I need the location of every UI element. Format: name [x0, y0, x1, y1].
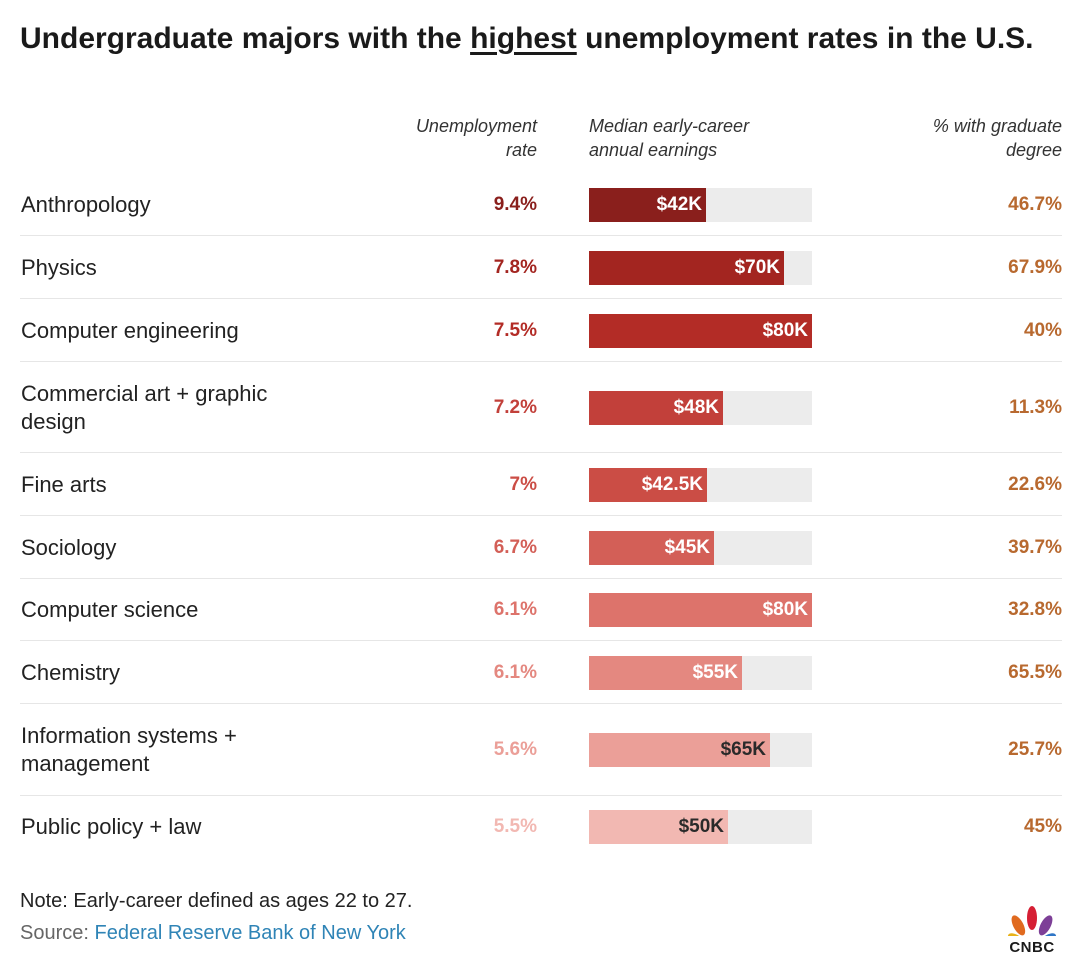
earnings-bar: $55K — [589, 655, 742, 690]
header-graduate-degree: % with graduate degree — [860, 114, 1062, 162]
earnings-bar: $45K — [589, 530, 714, 565]
graduate-degree-value: 67.9% — [1008, 256, 1062, 278]
row-divider — [20, 298, 1062, 299]
earnings-bar-track: $80K — [589, 593, 812, 627]
graduate-degree-value: 32.8% — [1008, 599, 1062, 620]
unemployment-rate-value: 7.5% — [493, 319, 537, 341]
earnings-bar-label: $50K — [678, 816, 724, 837]
major-label: Information systems + management — [21, 723, 237, 776]
unemployment-rate-value: 7% — [509, 473, 537, 495]
earnings-bar-label: $42K — [656, 194, 702, 215]
table-row: Computer engineering 7.5% $80K 40% — [20, 299, 1062, 362]
earnings-bar-label: $70K — [734, 256, 780, 278]
major-label: Fine arts — [21, 471, 107, 497]
unemployment-rate-value: 5.6% — [493, 739, 537, 760]
table-row: Information systems + management 5.6% $65K… — [20, 704, 1062, 796]
table-row: Chemistry 6.1% $55K 65.5% — [20, 641, 1062, 704]
source-link[interactable]: Federal Reserve Bank of New York — [94, 922, 406, 944]
graduate-degree-value: 40% — [1023, 319, 1062, 341]
earnings-bar: $50K — [589, 810, 728, 844]
table-row: Fine arts 7% $42.5K 22.6% — [20, 453, 1062, 516]
major-label: Anthropology — [21, 192, 151, 217]
earnings-bar-label: $48K — [673, 396, 719, 418]
graduate-degree-value: 45% — [1023, 816, 1062, 837]
table-row: Computer science 6.1% $80K 32.8% — [20, 579, 1062, 641]
header-earnings-line-2: annual earnings — [589, 140, 718, 160]
earnings-bar-track: $55K — [589, 655, 812, 690]
row-divider — [20, 452, 1062, 453]
earnings-bar-track: $65K — [589, 733, 812, 767]
chart-title: Undergraduate majors with the highest un… — [20, 22, 1070, 56]
footnote: Note: Early-career defined as ages 22 to… — [20, 890, 413, 912]
earnings-bar-track: $45K — [589, 530, 812, 565]
major-label: Sociology — [21, 534, 117, 560]
unemployment-rate-value: 5.5% — [493, 816, 537, 837]
graduate-degree-value: 46.7% — [1008, 194, 1062, 215]
unemployment-rate-value: 6.7% — [493, 536, 537, 558]
earnings-bar-track: $50K — [589, 810, 812, 844]
major-label: Computer science — [21, 597, 199, 622]
earnings-bar-label: $42.5K — [641, 473, 703, 495]
cnbc-logo: CNBC — [1004, 906, 1060, 956]
earnings-bar-track: $42.5K — [589, 467, 812, 502]
earnings-bar: $65K — [589, 733, 770, 767]
row-divider — [20, 361, 1062, 362]
earnings-bar: $80K — [589, 593, 812, 627]
graduate-degree-value: 22.6% — [1008, 473, 1062, 495]
header-grad-line-1: % with graduate — [932, 116, 1062, 136]
unemployment-rate-value: 6.1% — [493, 599, 537, 620]
graduate-degree-value: 25.7% — [1008, 739, 1062, 760]
row-divider — [20, 235, 1062, 236]
major-label: Chemistry — [21, 659, 121, 685]
table-row: Commercial art + graphic design 7.2% $48K 1… — [20, 362, 1062, 453]
earnings-bar-label: $45K — [664, 536, 710, 558]
earnings-bar-label: $55K — [692, 661, 738, 683]
unemployment-rate-value: 7.8% — [493, 256, 537, 278]
row-divider — [20, 795, 1062, 796]
earnings-bar-track: $42K — [589, 188, 812, 222]
earnings-bar-label: $80K — [762, 319, 808, 341]
row-divider — [20, 703, 1062, 704]
major-label: Commercial art + graphic design — [21, 380, 268, 434]
earnings-bar-track: $48K — [589, 390, 812, 425]
earnings-bar: $70K — [589, 250, 784, 285]
unemployment-rate-value: 7.2% — [493, 396, 537, 418]
header-grad-line-2: degree — [1005, 140, 1062, 160]
title-text-after: unemployment rates in the U.S. — [576, 22, 1034, 55]
source-line: Source: Federal Reserve Bank of New York — [20, 922, 406, 945]
earnings-bar-track: $80K — [589, 313, 812, 348]
title-text-before: Undergraduate majors with the — [20, 22, 471, 55]
earnings-bar-label: $80K — [762, 599, 808, 620]
header-rate-line-1: Unemployment — [415, 116, 537, 136]
earnings-bar: $42.5K — [589, 467, 707, 502]
table-row: Public policy + law 5.5% $50K 45% — [20, 796, 1062, 858]
major-label: Public policy + law — [21, 814, 202, 839]
table-row: Physics 7.8% $70K 67.9% — [20, 236, 1062, 299]
header-rate-line-2: rate — [505, 140, 537, 160]
row-divider — [20, 515, 1062, 516]
earnings-bar: $42K — [589, 188, 706, 222]
earnings-bar-track: $70K — [589, 250, 812, 285]
header-median-earnings: Median early-career annual earnings — [589, 114, 829, 162]
row-divider — [20, 578, 1062, 579]
unemployment-rate-value: 9.4% — [493, 194, 537, 215]
earnings-bar-label: $65K — [720, 739, 766, 760]
graduate-degree-value: 11.3% — [1009, 396, 1062, 418]
peacock-icon — [1007, 906, 1057, 948]
graduate-degree-value: 39.7% — [1008, 536, 1062, 558]
unemployment-rate-value: 6.1% — [493, 661, 537, 683]
table-row: Sociology 6.7% $45K 39.7% — [20, 516, 1062, 579]
header-earnings-line-1: Median early-career — [589, 116, 750, 136]
earnings-bar: $48K — [589, 390, 723, 425]
row-divider — [20, 640, 1062, 641]
table-row: Anthropology 9.4% $42K 46.7% — [20, 174, 1062, 236]
earnings-bar: $80K — [589, 313, 812, 348]
major-label: Computer engineering — [21, 317, 239, 343]
title-highlight: highest — [470, 22, 577, 55]
source-label: Source: — [20, 922, 95, 944]
graduate-degree-value: 65.5% — [1008, 661, 1062, 683]
header-unemployment-rate: Unemployment rate — [380, 114, 537, 162]
logo-text: CNBC — [1009, 939, 1055, 956]
major-label: Physics — [21, 254, 97, 280]
